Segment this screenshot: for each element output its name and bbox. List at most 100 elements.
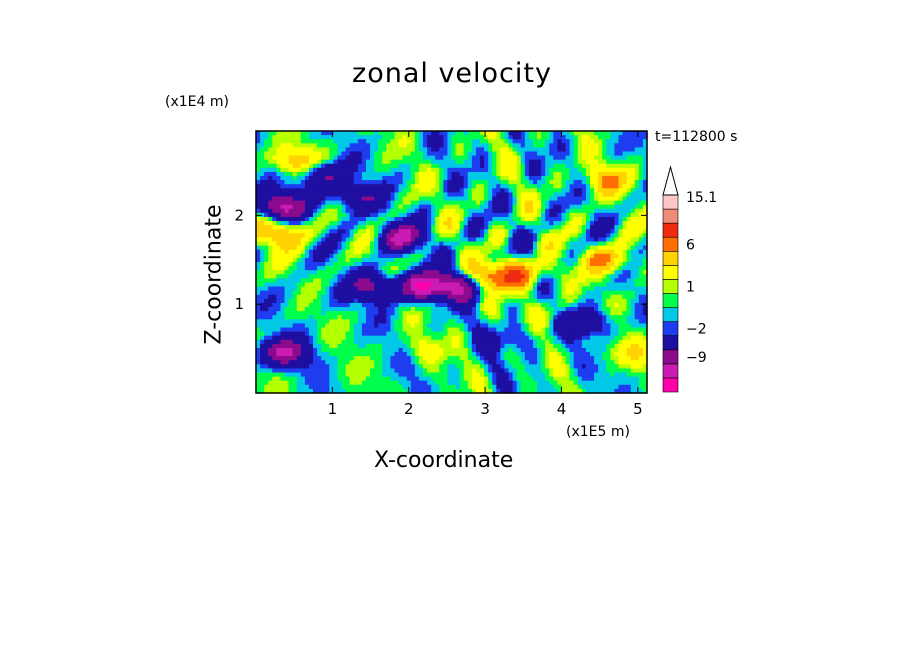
field-cell [459,323,465,329]
field-cell [585,147,591,153]
field-cell [288,233,294,239]
field-cell [553,245,558,251]
field-cell [606,139,611,144]
field-cell [406,302,412,308]
field-cell [382,163,387,169]
field-cell [528,212,534,218]
field-cell [341,208,347,214]
field-cell [638,290,644,296]
field-cell [406,331,412,337]
field-cell [333,274,339,279]
field-cell [541,204,546,210]
field-cell [341,339,347,345]
field-cell [268,282,273,288]
field-cell [374,131,379,136]
field-cell [422,245,428,251]
field-cell [451,216,457,222]
field-cell [268,155,273,161]
field-cell [300,208,306,214]
field-cell [496,151,501,157]
field-cell [537,302,542,308]
field-cell [528,298,534,304]
field-cell [549,249,554,255]
field-cell [642,155,648,161]
field-cell [345,196,351,202]
field-cell [537,225,542,230]
field-cell [378,184,383,189]
field-cell [467,167,473,173]
field-cell [337,196,343,202]
field-cell [459,270,465,275]
field-cell [630,241,636,247]
field-cell [325,155,330,161]
field-cell [573,180,579,185]
field-cell [467,208,473,214]
field-cell [418,200,424,206]
field-cell [365,212,371,218]
field-cell [386,233,391,239]
field-cell [345,298,351,304]
field-cell [614,135,620,140]
field-cell [300,266,306,271]
field-cell [484,339,489,345]
field-cell [455,171,461,177]
field-cell [260,253,265,259]
field-cell [565,262,571,267]
field-cell [422,319,428,324]
field-cell [365,282,371,288]
field-cell [337,233,343,239]
field-cell [642,171,648,177]
field-cell [325,302,330,308]
field-cell [406,323,412,329]
field-cell [317,270,322,275]
field-cell [508,155,514,161]
field-cell [427,270,432,275]
field-cell [618,253,624,259]
field-cell [435,323,440,329]
field-cell [532,208,538,214]
field-cell [618,335,624,341]
field-cell [378,241,383,247]
field-cell [557,270,563,275]
field-cell [382,298,387,304]
field-cell [463,274,469,279]
field-cell [630,200,636,206]
field-cell [618,131,624,136]
field-cell [329,188,334,193]
field-cell [284,196,290,202]
field-cell [427,212,432,218]
field-cell [504,241,510,247]
field-cell [480,262,485,267]
field-cell [321,159,326,165]
field-cell [545,184,550,189]
field-cell [577,315,583,320]
field-cell [622,171,628,177]
field-cell [496,167,501,173]
field-cell [626,290,632,296]
field-cell [361,253,367,259]
field-cell [341,225,347,230]
field-cell [594,262,599,267]
field-cell [467,323,473,329]
field-cell [321,266,326,271]
field-cell [427,298,432,304]
field-cell [589,319,595,324]
field-cell [264,151,269,157]
field-cell [443,139,449,144]
field-cell [475,282,481,288]
field-cell [541,225,546,230]
field-cell [589,266,595,271]
field-cell [451,163,457,169]
field-cell [447,212,453,218]
field-cell [496,302,501,308]
field-cell [276,270,282,275]
field-cell [577,167,583,173]
field-cell [361,184,367,189]
field-cell [292,237,298,243]
field-cell [471,237,477,243]
field-cell [329,278,334,284]
field-cell [581,323,587,329]
field-cell [260,311,265,316]
field-cell [398,188,404,193]
field-cell [504,135,510,140]
